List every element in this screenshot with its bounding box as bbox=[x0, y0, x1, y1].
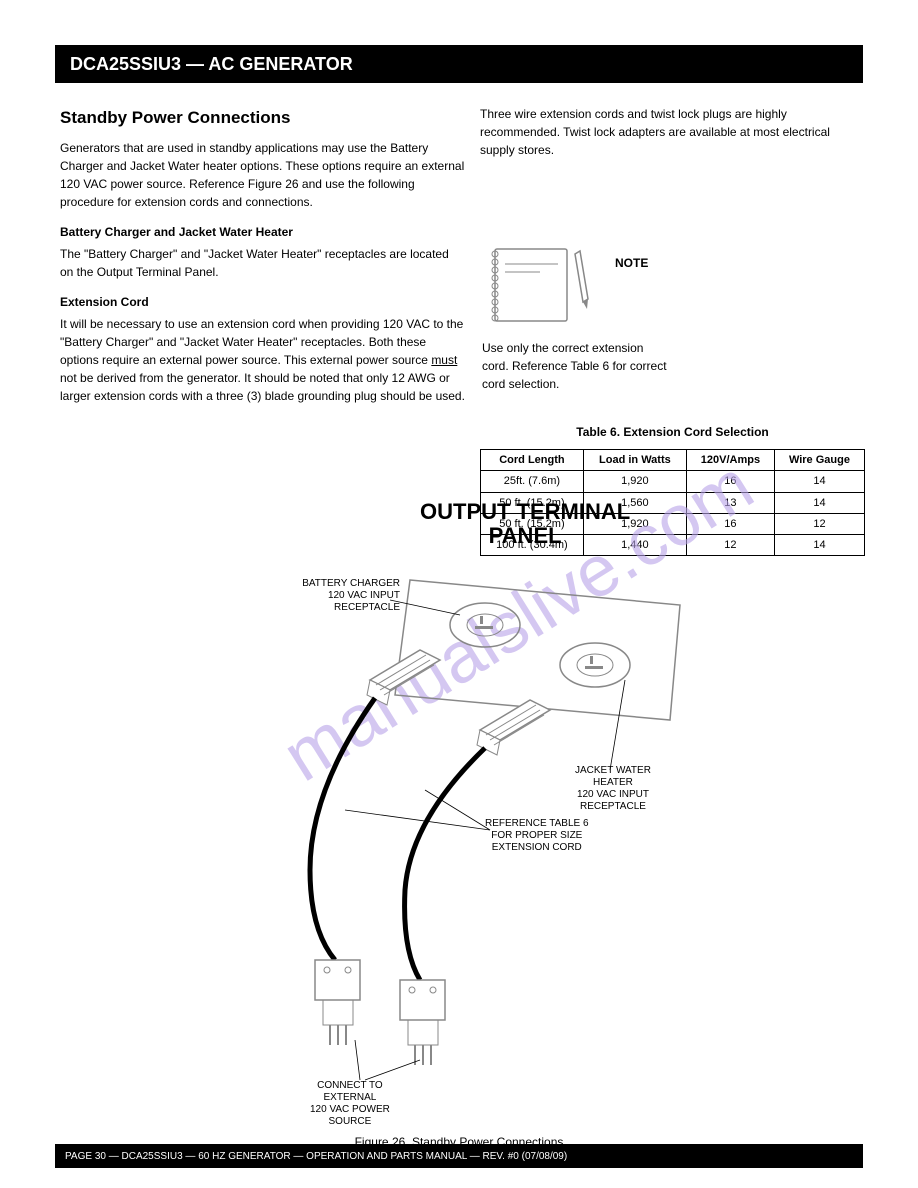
connection-diagram bbox=[180, 550, 740, 1110]
intro-text: Generators that are used in standby appl… bbox=[60, 139, 465, 211]
diagram-container: OUTPUT TERMINAL PANEL bbox=[180, 500, 740, 1130]
left-content: Standby Power Connections Generators tha… bbox=[60, 105, 465, 405]
th-2: 120V/Amps bbox=[686, 450, 774, 471]
th-1: Load in Watts bbox=[583, 450, 686, 471]
charger-text: The "Battery Charger" and "Jacket Water … bbox=[60, 245, 465, 281]
table-header-row: Cord Length Load in Watts 120V/Amps Wire… bbox=[481, 450, 865, 471]
footer-bar: PAGE 30 — DCA25SSIU3 — 60 HZ GENERATOR —… bbox=[55, 1144, 863, 1168]
th-3: Wire Gauge bbox=[774, 450, 864, 471]
notepad-icon bbox=[480, 239, 600, 329]
table-row: 25ft. (7.6m) 1,920 16 14 bbox=[481, 471, 865, 492]
charger-heater-label: Battery Charger and Jacket Water Heater bbox=[60, 223, 465, 241]
right-content: Three wire extension cords and twist loc… bbox=[480, 105, 865, 556]
ext-cord-text: It will be necessary to use an extension… bbox=[60, 315, 465, 405]
note-label: NOTE bbox=[615, 254, 648, 272]
subtitle: Standby Power Connections bbox=[60, 105, 465, 131]
header-bar: DCA25SSIU3 — AC GENERATOR bbox=[55, 45, 863, 83]
must-underlined: must bbox=[431, 353, 457, 367]
right-top-text: Three wire extension cords and twist loc… bbox=[480, 105, 865, 159]
connect-to-label: CONNECT TO EXTERNAL 120 VAC POWER SOURCE bbox=[310, 1080, 390, 1128]
note-block: NOTE bbox=[480, 239, 865, 329]
table-title: Table 6. Extension Cord Selection bbox=[480, 423, 865, 441]
note-text: Use only the correct extension cord. Ref… bbox=[482, 339, 672, 393]
footer-left: PAGE 30 — DCA25SSIU3 — 60 HZ GENERATOR —… bbox=[65, 1151, 567, 1162]
ref-table-label: REFERENCE TABLE 6 FOR PROPER SIZE EXTENS… bbox=[485, 818, 589, 854]
ext-cord-label: Extension Cord bbox=[60, 293, 465, 311]
diagram-title: OUTPUT TERMINAL PANEL bbox=[420, 500, 630, 548]
note-inner: NOTE bbox=[610, 239, 648, 272]
jacket-water-label: JACKET WATER HEATER 120 VAC INPUT RECEPT… bbox=[575, 765, 651, 813]
battery-charger-label: BATTERY CHARGER 120 VAC INPUT RECEPTACLE bbox=[280, 578, 400, 614]
header-title: DCA25SSIU3 — AC GENERATOR bbox=[70, 54, 353, 75]
th-0: Cord Length bbox=[481, 450, 584, 471]
